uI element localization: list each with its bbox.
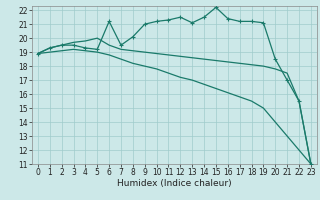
X-axis label: Humidex (Indice chaleur): Humidex (Indice chaleur) [117,179,232,188]
